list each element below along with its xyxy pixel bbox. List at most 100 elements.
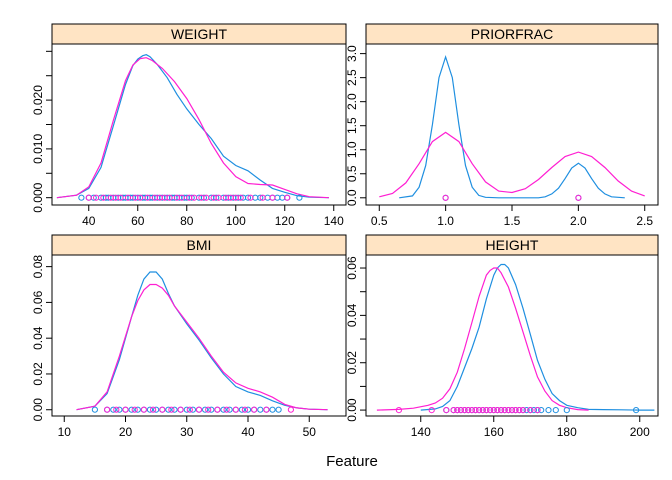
- rug-point-b: [527, 407, 534, 414]
- rug-point-a: [220, 406, 227, 413]
- x-tick-label: 10: [58, 425, 72, 439]
- rug-point-b: [93, 194, 100, 201]
- y-tick-label: 0.06: [31, 290, 45, 314]
- x-tick-label: 1.5: [504, 214, 521, 228]
- rug-point-b: [461, 407, 468, 414]
- rug-point-a: [296, 194, 303, 201]
- rug-point-b: [104, 406, 111, 413]
- x-tick-label: 30: [180, 425, 194, 439]
- rug-point-b: [498, 407, 505, 414]
- rug-point-b: [251, 406, 258, 413]
- y-tick-label: 0.010: [31, 134, 45, 164]
- rug-point-b: [575, 194, 582, 201]
- panel-title: HEIGHT: [486, 237, 539, 253]
- rug-point-b: [519, 407, 527, 414]
- rug-point-b: [137, 194, 144, 201]
- rug-point-b: [159, 406, 166, 413]
- rug-point-a: [183, 406, 190, 413]
- rug-point-a: [110, 406, 117, 413]
- rug-point-a: [153, 406, 160, 413]
- rug-point-b: [490, 407, 497, 414]
- rug-point-b: [263, 406, 270, 413]
- panel-priorfrac: PRIORFRAC 0.5 1.0 1.5 2.0 2.5 0.0 0.5 1.0 1.5 2.0 2…: [345, 23, 659, 228]
- rug-point-b: [237, 194, 244, 201]
- plot-frame: [365, 43, 659, 206]
- density-line-a: [56, 54, 329, 199]
- rug-point-b: [505, 407, 512, 414]
- rug-point-b: [214, 406, 221, 413]
- rug-point-a: [238, 406, 245, 413]
- y-tick-label: 0.00: [345, 398, 359, 422]
- rug-point-a: [188, 194, 195, 201]
- rug-point-a: [213, 194, 220, 201]
- rug-point-a: [165, 406, 172, 413]
- rug-point-a: [269, 406, 276, 413]
- rug-point-b: [113, 406, 120, 413]
- rug-point-b: [186, 406, 193, 413]
- x-tick-label: 40: [241, 425, 255, 439]
- rug-point-b: [178, 194, 185, 201]
- y-tick-label: 1.0: [345, 141, 359, 158]
- rug-point-a: [200, 194, 207, 201]
- y-tick-label: 0.02: [31, 362, 45, 386]
- rug-point-b: [203, 194, 210, 201]
- x-tick-label: 140: [411, 425, 431, 439]
- x-tick-label: 140: [324, 214, 344, 228]
- y-tick-label: 0.06: [345, 256, 359, 280]
- y-tick-label: 2.0: [345, 93, 359, 110]
- rug-point-b: [215, 194, 222, 201]
- x-tick-label: 200: [630, 425, 650, 439]
- y-tick-label: 0.5: [345, 165, 359, 182]
- rug-point-b: [195, 406, 203, 413]
- rug-point-b: [85, 194, 92, 201]
- x-tick-label: 20: [119, 425, 133, 439]
- x-tick-label: 2.0: [570, 214, 587, 228]
- x-tick-label: 2.5: [636, 214, 653, 228]
- rug-point-b: [472, 407, 479, 414]
- rug-point-b: [442, 194, 449, 201]
- rug-point-b: [177, 406, 184, 413]
- rug-point-a: [202, 406, 209, 413]
- rug-point-b: [140, 406, 147, 413]
- rug-point-a: [633, 407, 640, 414]
- rug-point-b: [191, 194, 198, 201]
- rug-point-a: [552, 407, 559, 414]
- y-tick-label: 0.000: [31, 182, 45, 212]
- rug-point-a: [563, 407, 570, 414]
- rug-point-a: [78, 194, 85, 201]
- rug-point-b: [205, 406, 212, 413]
- y-tick-label: 0.00: [31, 398, 45, 422]
- rug-point-b: [465, 407, 472, 414]
- plot-frame: [51, 254, 347, 417]
- rug-point-b: [144, 194, 151, 201]
- rug-point-a: [226, 406, 233, 413]
- rug-point-a: [257, 194, 264, 201]
- panel-title: BMI: [187, 237, 212, 253]
- rug-point-b: [284, 194, 291, 201]
- y-tick-label: 1.5: [345, 117, 359, 134]
- density-line-a: [399, 55, 625, 199]
- x-tick-label: 1.0: [437, 214, 454, 228]
- rug-point-a: [189, 406, 196, 413]
- rug-point-b: [287, 406, 294, 413]
- x-tick-label: 0.5: [371, 214, 388, 228]
- x-tick-label: 180: [557, 425, 577, 439]
- x-tick-label: 50: [303, 425, 317, 439]
- x-tick-label: 160: [484, 425, 504, 439]
- rug-point-b: [168, 406, 175, 413]
- rug-point-b: [476, 407, 483, 414]
- rug-point-b: [501, 407, 508, 414]
- rug-point-b: [247, 194, 254, 201]
- rug-point-b: [479, 407, 486, 414]
- x-tick-label: 60: [131, 214, 145, 228]
- rug-point-a: [244, 194, 252, 201]
- rug-point-b: [241, 406, 248, 413]
- x-tick-label: 80: [180, 214, 194, 228]
- y-tick-label: 0.02: [345, 351, 359, 375]
- panel-height: HEIGHT 140 160 180 200 0.00 0.02 0.04 0.06: [345, 234, 659, 439]
- rug-point-a: [208, 406, 215, 413]
- rug-point-a: [257, 406, 264, 413]
- density-line-b: [56, 57, 329, 199]
- plot-frame: [365, 254, 659, 417]
- rug-point-b: [428, 407, 435, 414]
